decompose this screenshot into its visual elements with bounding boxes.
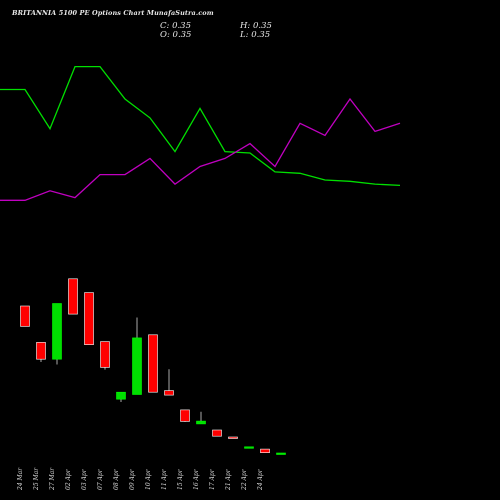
x-tick-label: 27 Mar xyxy=(49,467,56,491)
candle-body xyxy=(116,391,126,400)
x-tick-label: 24 Mar xyxy=(17,467,24,491)
candle-21-apr xyxy=(228,436,238,439)
candle-body xyxy=(212,429,222,437)
close-readout: C: 0.35 xyxy=(160,21,191,31)
indicator-line-2 xyxy=(0,97,401,201)
candle-body xyxy=(180,409,190,422)
candle-24-mar xyxy=(20,305,30,327)
candle-body xyxy=(132,337,142,395)
indicator-line-1 xyxy=(0,65,401,187)
candle-11-apr xyxy=(164,369,174,396)
candle-body xyxy=(276,452,286,455)
candle-body xyxy=(100,341,110,368)
candle-10-apr xyxy=(148,334,158,393)
candle-15-apr xyxy=(180,409,190,422)
x-tick-label: 03 Apr xyxy=(81,468,88,490)
candle-09-apr xyxy=(132,317,142,395)
x-tick-label: 25 Mar xyxy=(33,467,40,491)
low-readout: L: 0.35 xyxy=(240,30,271,40)
candle-17-apr xyxy=(212,429,222,437)
indicator-lines xyxy=(0,65,401,201)
x-tick-label: 24 Apr xyxy=(257,468,264,491)
x-tick-label: 16 Apr xyxy=(193,468,200,490)
x-tick-label: 21 Apr xyxy=(225,468,232,491)
x-tick-label: 22 Apr xyxy=(241,468,248,491)
x-tick-label: 11 Apr xyxy=(161,468,168,490)
candle-body xyxy=(52,303,62,360)
candle-body xyxy=(84,292,94,346)
x-tick-label: 09 Apr xyxy=(129,468,136,490)
candle-16-apr xyxy=(196,411,206,425)
chart-title: BRITANNIA 5100 PE Options Chart MunafaSu… xyxy=(12,9,214,17)
high-readout: H: 0.35 xyxy=(240,21,272,31)
candle-body xyxy=(68,278,78,315)
x-tick-label: 02 Apr xyxy=(65,468,72,490)
candle-body xyxy=(196,420,206,425)
x-tick-label: 08 Apr xyxy=(113,468,120,490)
candle-body xyxy=(228,436,238,439)
candle-07-apr xyxy=(100,341,110,370)
candle-22-apr xyxy=(244,446,254,449)
candle-body xyxy=(244,446,254,449)
candle-body xyxy=(148,334,158,393)
candle-24-apr xyxy=(276,452,286,455)
candle-08-apr xyxy=(116,391,126,402)
x-tick-label: 15 Apr xyxy=(177,468,184,490)
x-tick-label: 10 Apr xyxy=(145,468,152,490)
candle-22-apr-b xyxy=(260,448,270,454)
candle-body xyxy=(20,305,30,327)
candle-body xyxy=(36,342,46,360)
x-axis-labels: 24 Mar 25 Mar 27 Mar 02 Apr 03 Apr 07 Apr 08 A… xyxy=(17,467,264,491)
open-readout: O: 0.35 xyxy=(160,30,192,40)
candle-03-apr xyxy=(84,292,94,346)
candle-27-mar xyxy=(52,303,62,365)
candle-body xyxy=(164,390,174,396)
x-tick-label: 07 Apr xyxy=(97,468,104,490)
candles xyxy=(20,278,286,455)
candle-25-mar xyxy=(36,342,46,362)
candle-02-apr xyxy=(68,278,78,315)
candle-body xyxy=(260,448,270,454)
x-tick-label: 17 Apr xyxy=(209,468,216,490)
